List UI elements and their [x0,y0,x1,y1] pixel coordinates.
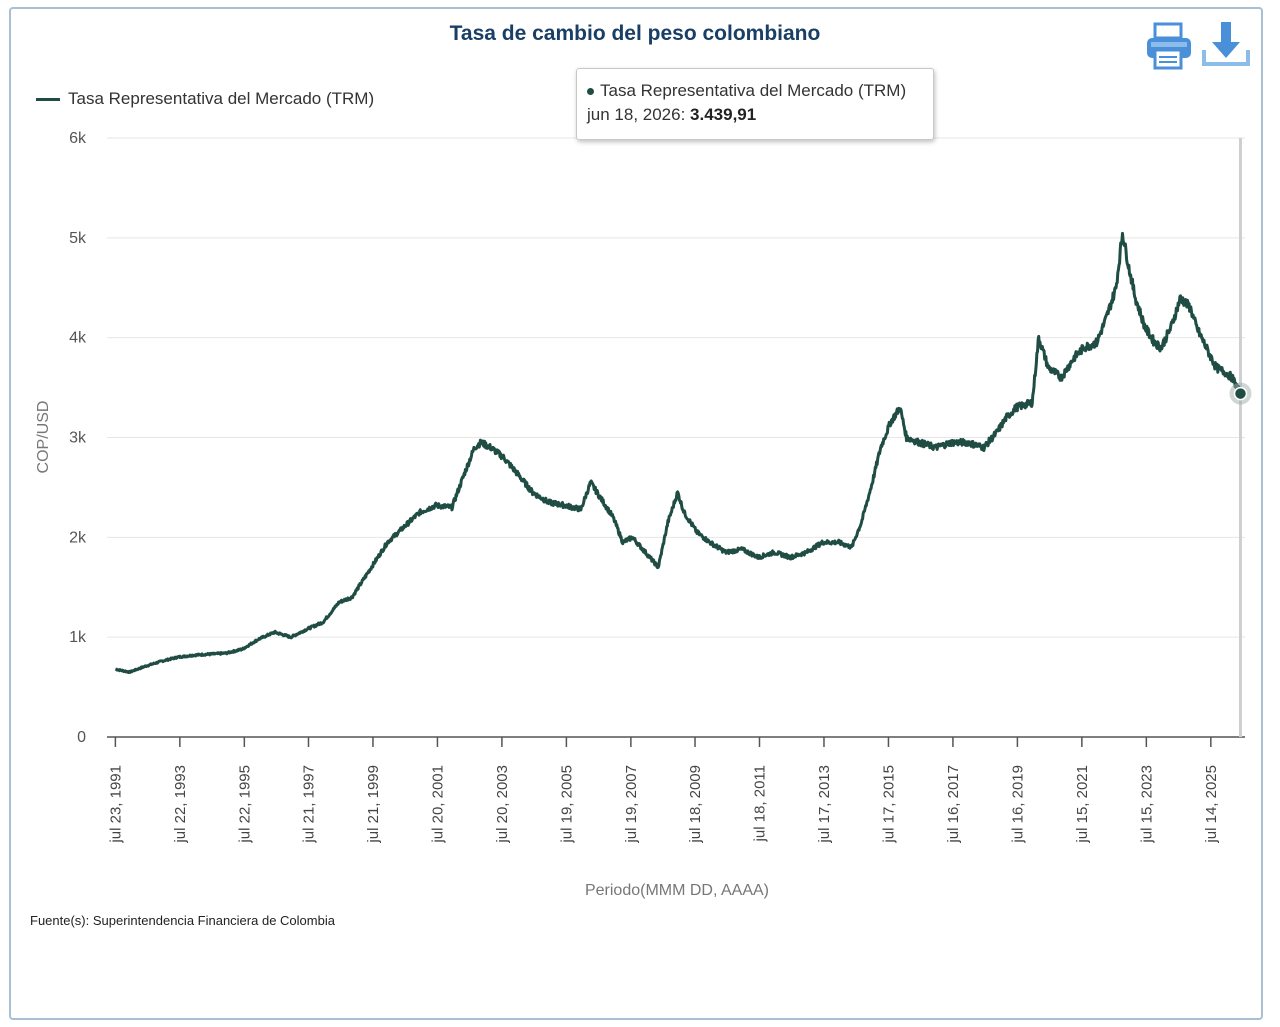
tooltip-series-name: Tasa Representativa del Mercado (TRM) [600,81,907,100]
x-tick-label: jul 17, 2015 [880,765,897,844]
x-tick-label: jul 14, 2025 [1203,765,1220,844]
x-tick-label: jul 18, 2009 [687,765,704,844]
x-tick-label: jul 22, 1995 [236,765,253,844]
x-tick-label: jul 19, 2007 [623,765,640,844]
x-tick-label: jul 20, 2003 [494,765,511,844]
source-note: Fuente(s): Superintendencia Financiera d… [30,913,335,928]
x-tick-label: jul 21, 1999 [365,765,382,844]
x-tick-label: jul 17, 2013 [816,765,833,844]
chart-frame [9,7,1263,1020]
highlight-point[interactable] [1233,386,1248,401]
x-tick-label: jul 15, 2021 [1074,765,1091,844]
x-axis: jul 23, 1991 jul 22, 1993 jul 22, 1995 jul … [107,736,1245,844]
y-axis-ticks: 0 1k 2k 3k 4k 5k 6k [69,130,87,746]
grid-lines [107,137,1245,738]
printer-icon[interactable] [1143,20,1195,77]
x-tick-label: jul 21, 1997 [300,765,317,844]
tooltip-value: 3.439,91 [690,105,757,124]
x-axis-title: Periodo(MMM DD, AAAA) [585,882,769,899]
x-tick-label: jul 23, 1991 [107,765,124,844]
x-tick-label: jul 16, 2019 [1009,765,1026,844]
y-axis-title: COP/USD [35,401,52,474]
y-tick-label: 3k [69,430,87,447]
x-tick-label: jul 15, 2023 [1138,765,1155,844]
chart-title: Tasa de cambio del peso colombiano [449,22,821,45]
x-tick-label: jul 20, 2001 [429,765,446,844]
x-tick-label: jul 16, 2017 [945,765,962,844]
tooltip-date: jun 18, 2026: [587,105,686,124]
data-tooltip: Tasa Representativa del Mercado (TRM) ju… [576,68,934,140]
legend-line-swatch [36,97,60,101]
series-group [114,138,1252,737]
download-icon[interactable] [1200,20,1252,77]
y-tick-label: 0 [77,729,86,746]
y-tick-label: 1k [69,629,87,646]
x-tick-label: jul 18, 2011 [751,765,768,842]
series-line-trm [114,231,1242,674]
legend-label: Tasa Representativa del Mercado (TRM) [68,89,375,108]
x-tick-label: jul 22, 1993 [172,765,189,844]
legend[interactable]: Tasa Representativa del Mercado (TRM) [36,89,374,109]
y-tick-label: 4k [69,330,87,347]
y-tick-label: 5k [69,230,87,247]
tooltip-series-dot [587,87,594,95]
y-tick-label: 6k [69,130,87,147]
y-tick-label: 2k [69,529,87,546]
x-tick-label: jul 19, 2005 [558,765,575,844]
